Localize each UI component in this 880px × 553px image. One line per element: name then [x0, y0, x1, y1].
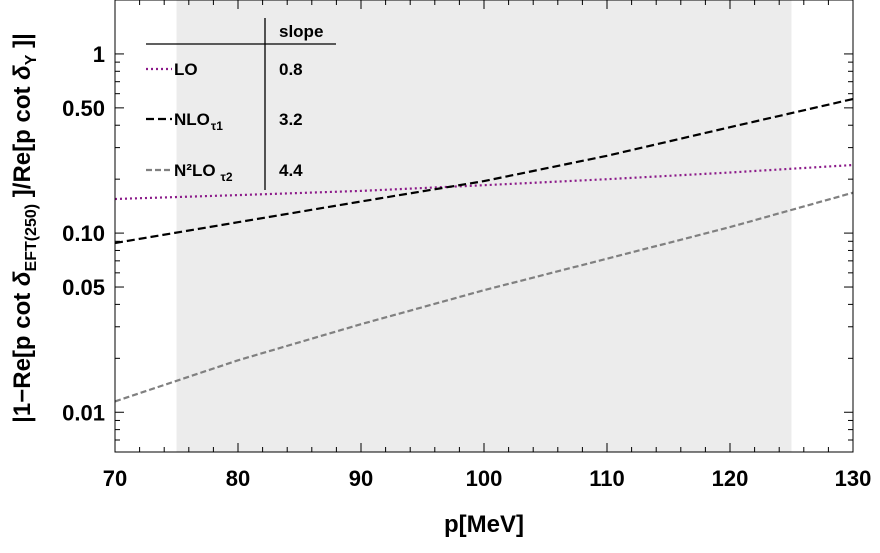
y-tick-label: 0.05 [62, 275, 105, 300]
legend-rows: LO 0.8 NLOτ1 3.2 N²LO τ2 4.4 [146, 60, 303, 184]
legend-slope-1: 3.2 [279, 110, 303, 129]
shaded-region [176, 0, 792, 452]
y-tick-labels: 0.01 0.05 0.10 0.50 1 [62, 42, 105, 425]
series-layer [115, 97, 853, 403]
legend-label-2: N²LO τ2 [174, 161, 233, 184]
series-line-0 [115, 163, 853, 201]
x-tick-label: 100 [466, 466, 503, 491]
series-line-2 [115, 191, 853, 403]
y-tick-label: 1 [93, 42, 105, 67]
x-tick-label: 80 [226, 466, 250, 491]
legend-label-1: NLOτ1 [174, 110, 223, 133]
legend-header-slope: slope [279, 22, 323, 41]
x-tick-label: 90 [349, 466, 373, 491]
ticks-layer [114, 0, 854, 453]
series-line-1 [115, 97, 853, 245]
x-tick-label: 110 [589, 466, 625, 491]
x-tick-label: 130 [835, 466, 872, 491]
legend-slope-0: 0.8 [279, 60, 303, 79]
y-axis-title: |1−Re[p cot δEFT(250) ]/Re[p cot δY ]| [9, 33, 40, 423]
y-tick-label: 0.01 [62, 400, 105, 425]
x-tick-label: 120 [712, 466, 749, 491]
legend-slope-2: 4.4 [279, 161, 303, 180]
legend-label-0: LO [174, 60, 198, 79]
x-tick-labels: 70 80 90 100 110 120 130 [103, 466, 872, 491]
y-tick-label: 0.10 [62, 221, 105, 246]
x-axis-title: p[MeV] [444, 511, 524, 538]
y-tick-label: 0.50 [62, 96, 105, 121]
legend: slope LO 0.8 NLOτ1 3.2 N²LO τ2 4.4 [146, 18, 336, 190]
x-tick-label: 70 [103, 466, 127, 491]
